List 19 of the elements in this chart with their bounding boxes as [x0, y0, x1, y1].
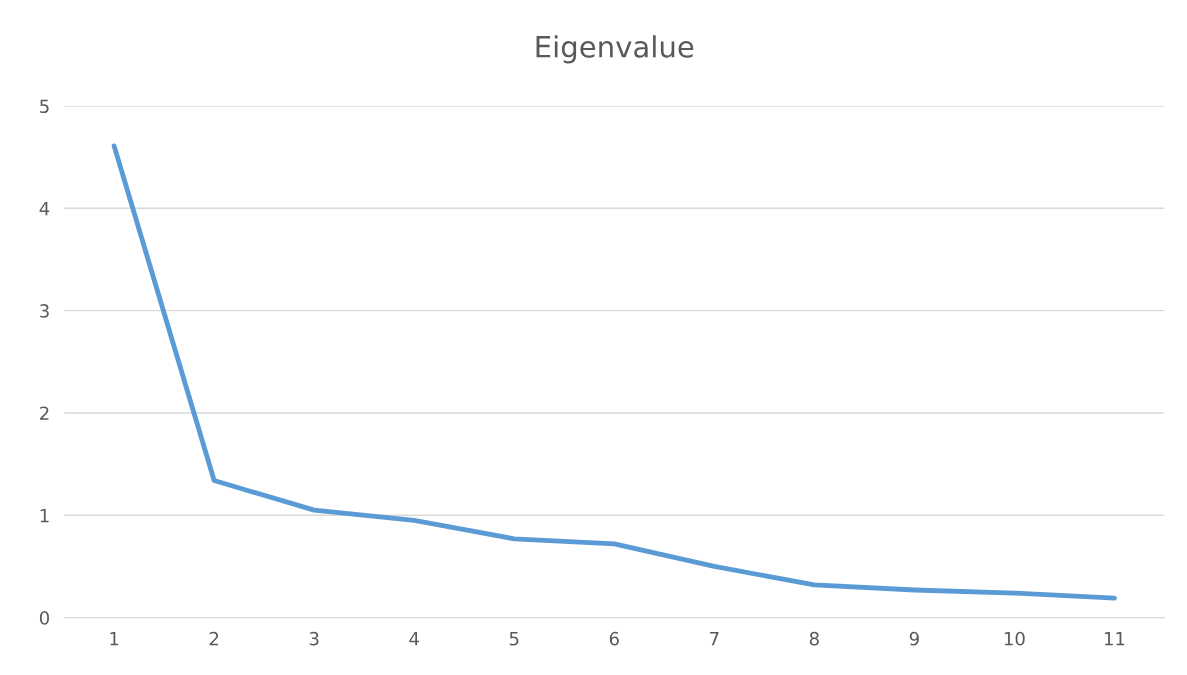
x-tick-label: 7 [710, 632, 719, 646]
x-tick-label: 6 [609, 631, 619, 646]
x-tick-label: 3 [309, 631, 319, 646]
y-tick-label: 0 [39, 611, 50, 625]
chart-title: Eigenvalue [536, 35, 694, 64]
x-tick-label: 1 [110, 632, 119, 646]
y-tick-label: 5 [40, 99, 49, 114]
x-tick-label: 11 [1104, 632, 1125, 646]
y-tick-label: 4 [39, 202, 50, 216]
y-tick-label: 1 [40, 508, 49, 523]
x-tick-label: 5 [509, 632, 519, 646]
y-tick-label: 3 [40, 304, 49, 318]
y-tick-label: 2 [40, 406, 49, 420]
x-tick-label: 10 [1004, 631, 1025, 646]
x-tick-label: 4 [409, 632, 419, 646]
x-tick-label: 2 [209, 631, 219, 646]
x-tick-label: 9 [909, 631, 919, 646]
line-series [111, 143, 1117, 601]
x-tick-label: 8 [809, 631, 819, 646]
